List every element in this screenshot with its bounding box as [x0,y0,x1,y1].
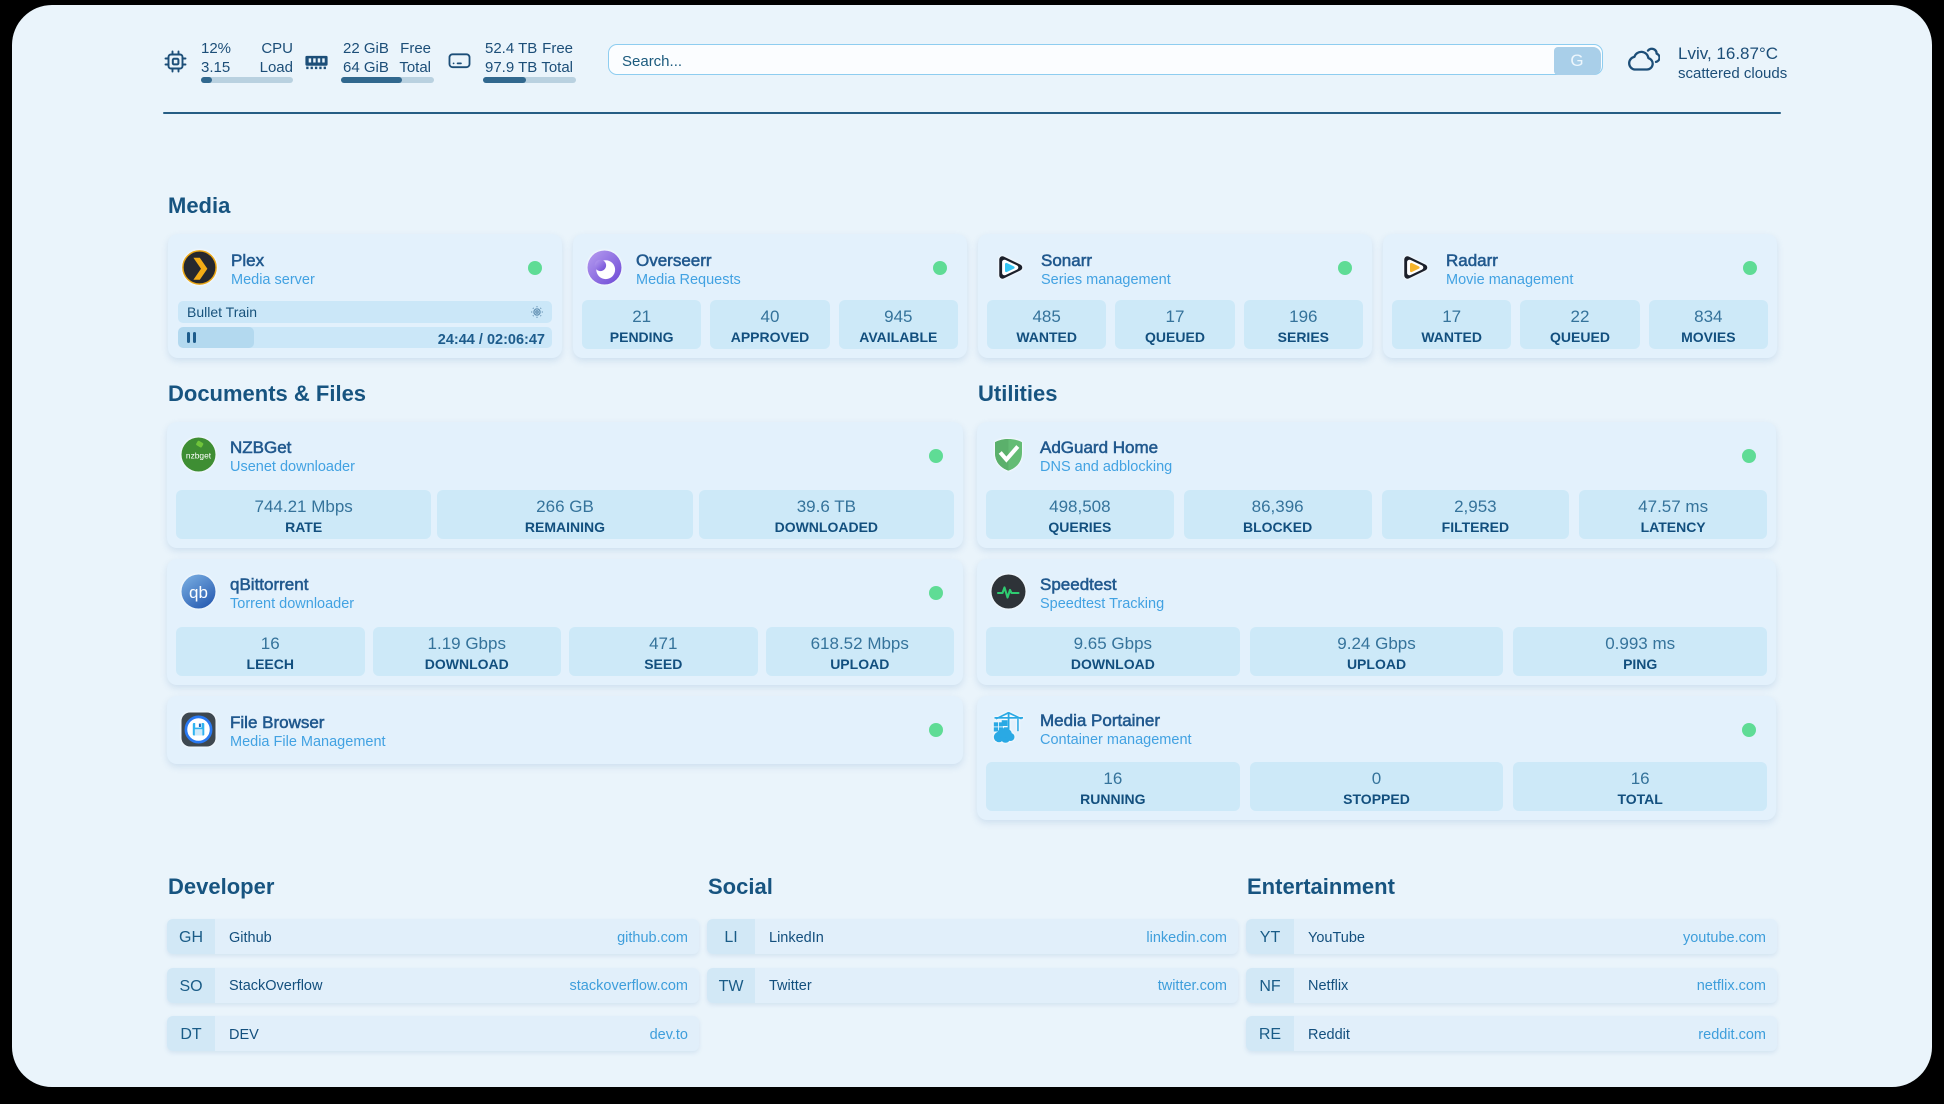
svg-text:nzbget: nzbget [186,451,212,461]
svg-text:qb: qb [189,583,208,602]
